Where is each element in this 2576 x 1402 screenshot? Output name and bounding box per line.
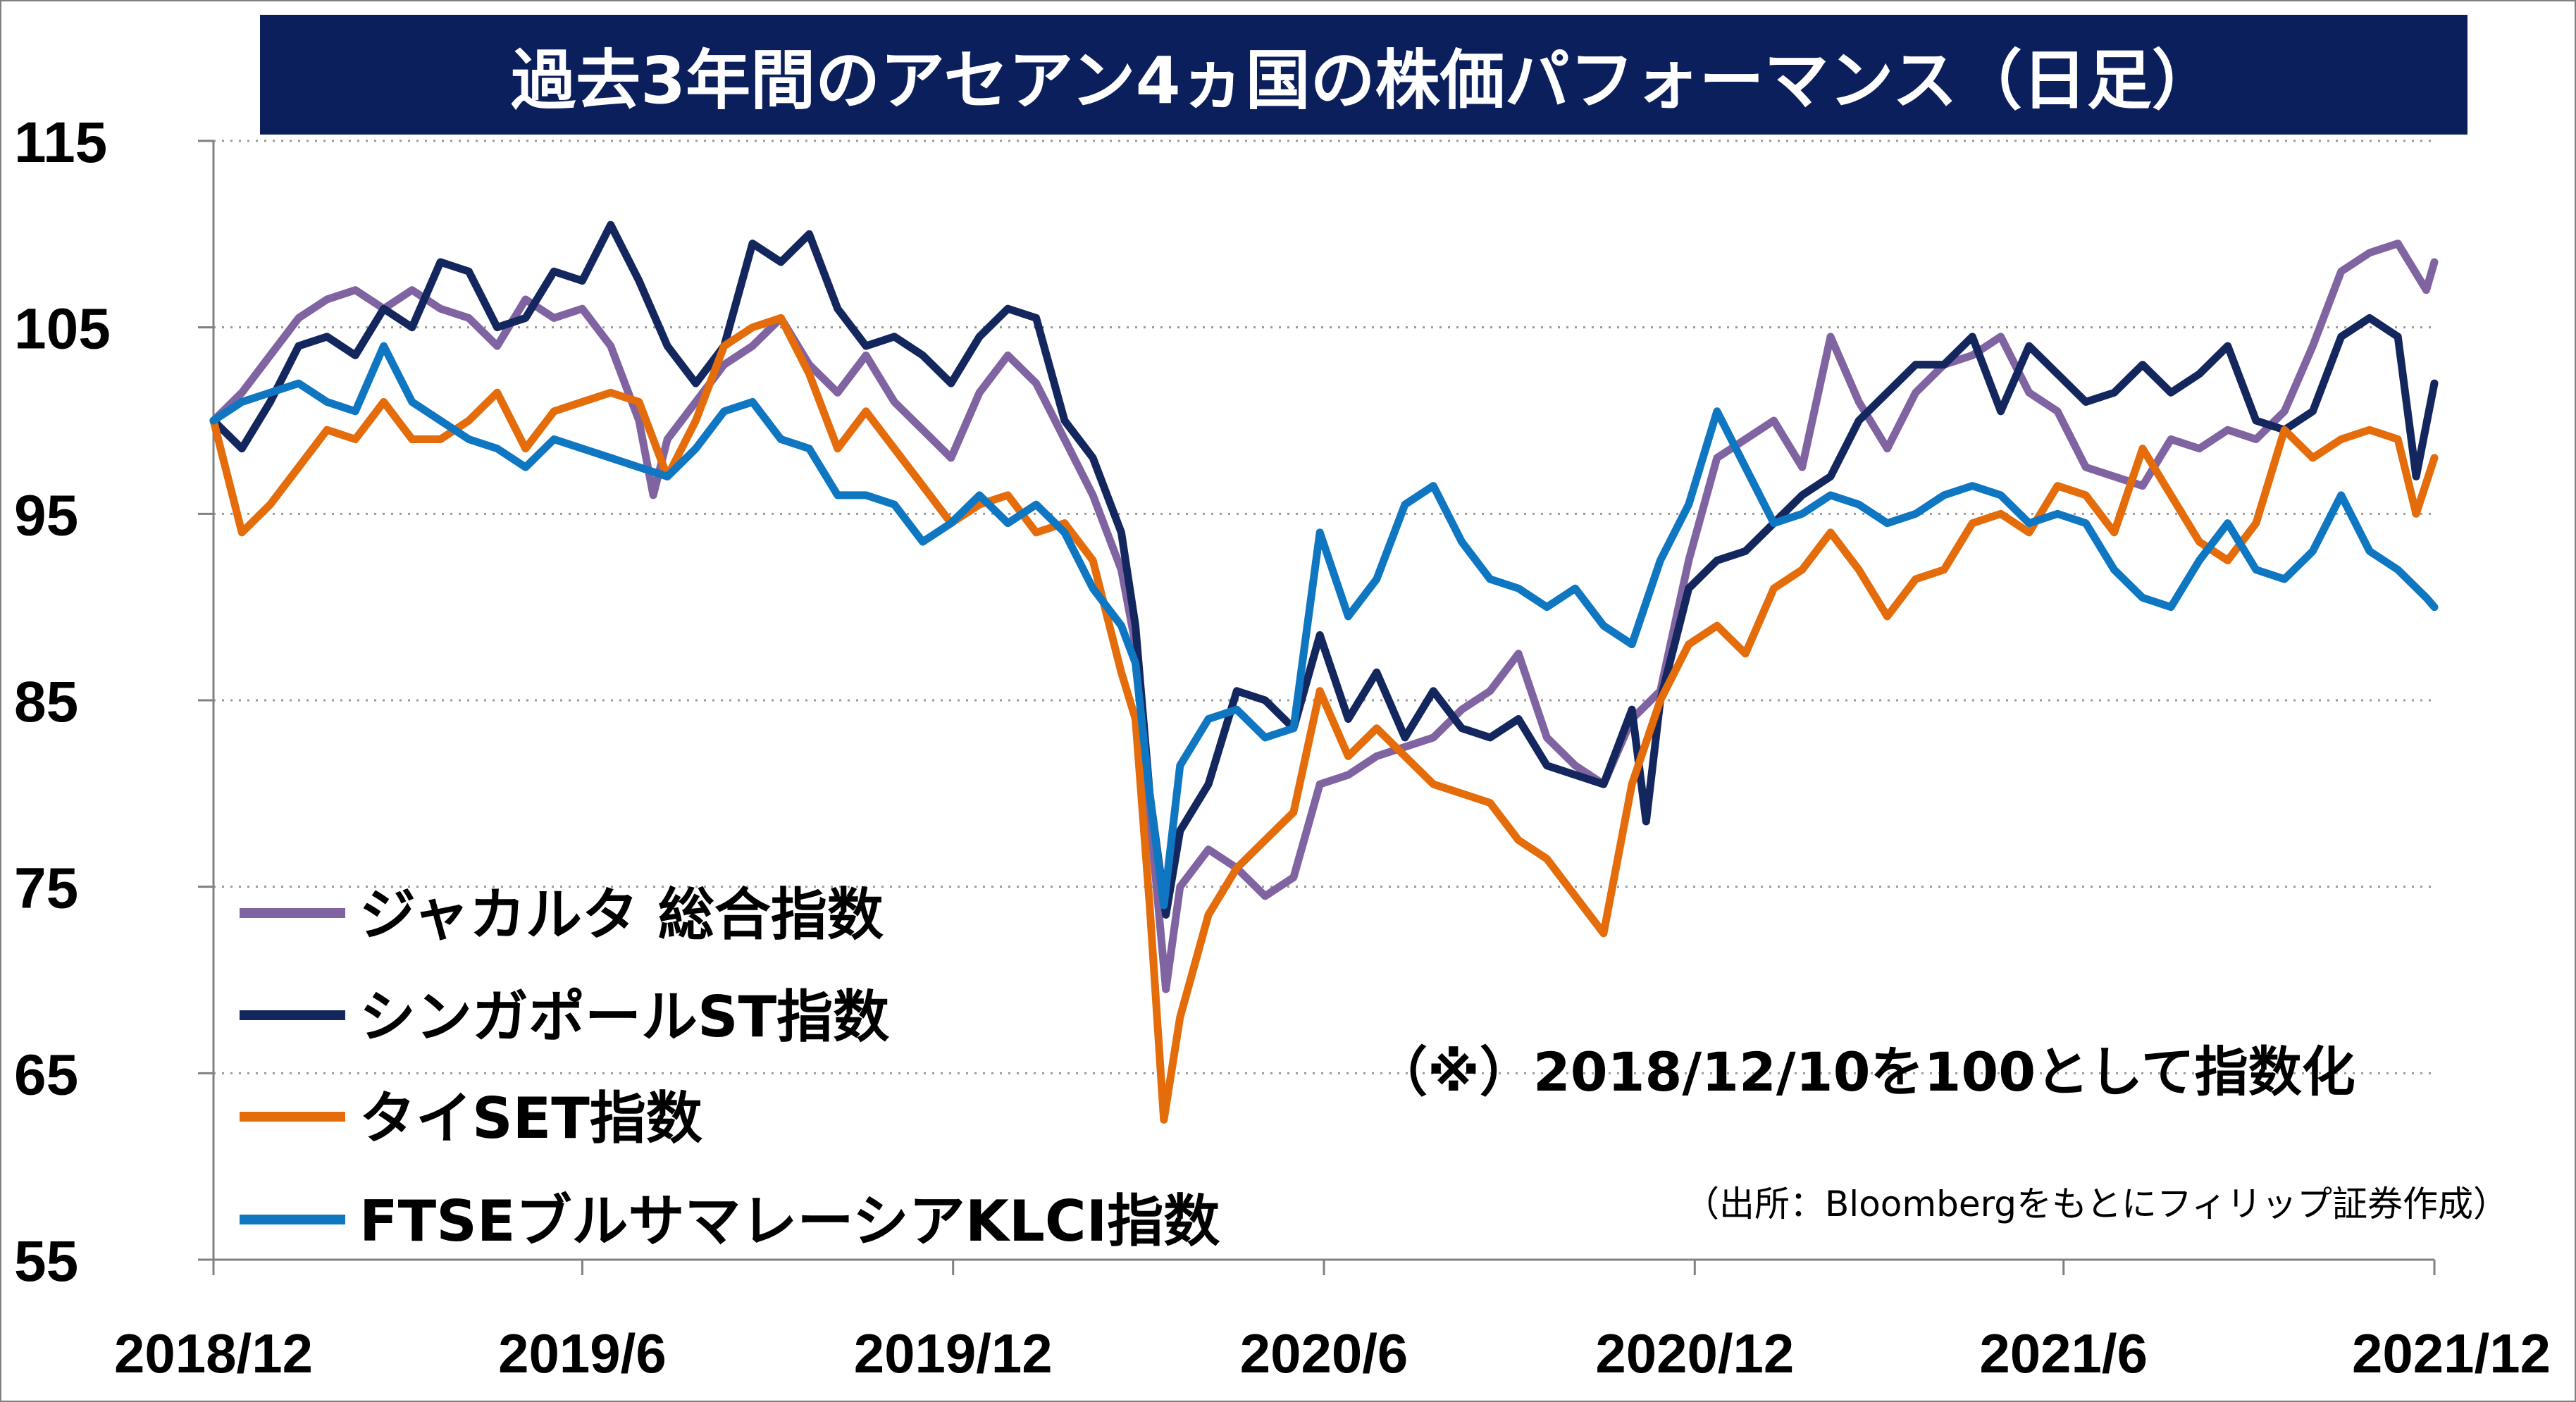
- title-banner: 過去3年間のアセアン4ヵ国の株価パフォーマンス（日足）: [260, 15, 2467, 135]
- x-tick-label: 2018/12: [114, 1322, 313, 1384]
- x-tick-label: 2020/12: [1595, 1322, 1794, 1384]
- x-tick-label: 2019/6: [498, 1322, 667, 1384]
- y-tick-label: 95: [14, 483, 78, 547]
- source-note: （出所：Bloombergをもとにフィリップ証券作成）: [1684, 1184, 2508, 1224]
- series-line-3: [209, 342, 2439, 910]
- y-tick-label: 115: [14, 111, 107, 175]
- legend-label-3: FTSEブルサマレーシアKLCI指数: [359, 1189, 1220, 1254]
- axes: 55 65 75 85 95 105 115 2018/12 2019/6 2019/12 2020…: [14, 111, 2551, 1384]
- y-tick-label: 65: [14, 1043, 78, 1107]
- chart-title: 過去3年間のアセアン4ヵ国の株価パフォーマンス（日足）: [511, 42, 2217, 118]
- y-tick-label: 55: [14, 1229, 78, 1294]
- x-tick-label: 2020/6: [1240, 1322, 1408, 1384]
- legend-label-0: ジャカルタ 総合指数: [359, 882, 884, 948]
- series-line-1: [209, 221, 2439, 919]
- x-tick-label: 2021/6: [1979, 1322, 2148, 1384]
- series-lines: [209, 221, 2439, 1124]
- x-tick-label: 2021/12: [2352, 1322, 2551, 1384]
- series-line-0: [209, 240, 2439, 993]
- y-tick-label: 105: [14, 297, 111, 361]
- y-tick-label: 75: [14, 857, 78, 921]
- y-tick-label: 85: [14, 670, 78, 734]
- legend-label-1: シンガポールST指数: [359, 984, 889, 1050]
- x-tick-label: 2019/12: [854, 1322, 1053, 1384]
- index-note: （※）2018/12/10を100として指数化: [1374, 1041, 2355, 1103]
- legend-label-2: タイSET指数: [359, 1086, 702, 1151]
- series-line-2: [209, 314, 2439, 1124]
